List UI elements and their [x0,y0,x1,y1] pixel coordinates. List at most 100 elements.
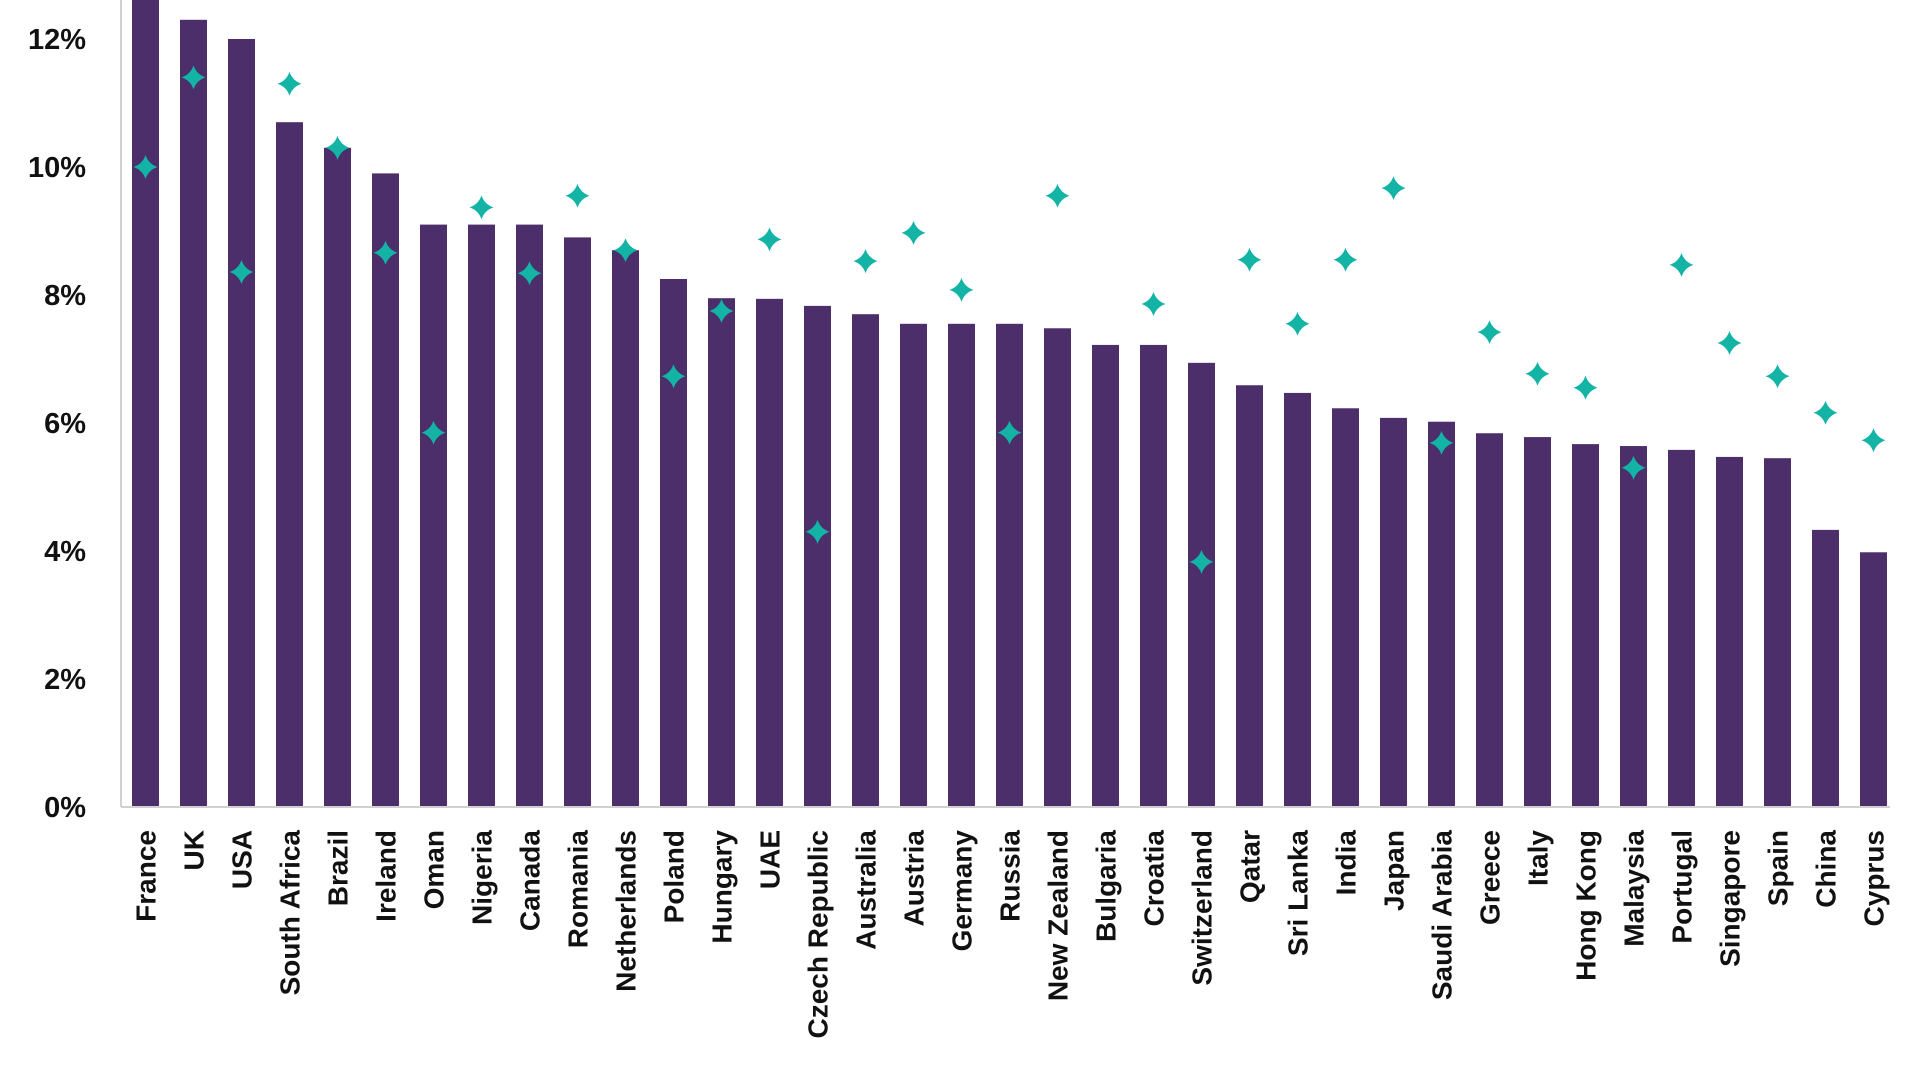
marker-australia [853,249,878,274]
x-tick-label: Germany [947,830,978,952]
bars-series [132,0,1887,808]
x-tick-label: Canada [515,830,546,932]
x-tick-label: Malaysia [1619,830,1650,947]
x-tick-label: France [131,830,162,922]
marker-usa [229,259,254,284]
y-tick-label: 12% [28,24,86,56]
bar-australia [852,314,879,807]
x-tick-label: Ireland [371,830,402,922]
marker-poland [661,364,686,389]
marker-china [1813,400,1838,425]
marker-croatia [1141,291,1166,316]
bar-uae [756,298,783,807]
x-tick-label: Cyprus [1859,830,1890,926]
marker-malaysia [1621,455,1646,480]
marker-greece [1477,320,1502,345]
bar-south-africa [276,122,303,807]
marker-hungary [709,299,734,323]
x-tick-label: Austria [899,830,930,927]
bar-spain [1764,458,1791,807]
x-tick-label: Greece [1475,830,1506,925]
bar-hong-kong [1572,444,1599,807]
bar-saudi-arabia [1428,421,1455,807]
marker-italy [1525,361,1550,386]
markers-series [133,65,1886,574]
bar-china [1812,529,1839,807]
bar-new-zealand [1044,328,1071,807]
marker-uae [757,227,782,252]
marker-brazil [325,135,350,160]
bar-czech-republic [804,305,831,807]
x-tick-label: Sri Lanka [1283,830,1314,956]
bar-russia [996,323,1023,807]
bar-ireland [372,173,399,807]
marker-singapore [1717,331,1742,355]
x-tick-label: New Zealand [1043,830,1074,1001]
bar-canada [516,224,543,808]
bar-qatar [1236,385,1263,807]
y-tick-label: 10% [28,152,86,184]
bar-romania [564,237,591,807]
x-tick-label: Bulgaria [1091,830,1122,942]
bar-hungary [708,298,735,807]
bar-austria [900,323,927,807]
x-axis: France UK USA South Africa Brazil Ireland Oman… [121,806,1890,1038]
bar-nigeria [468,224,495,808]
bar-oman [420,224,447,808]
marker-india [1333,247,1358,272]
x-tick-label: Russia [995,830,1026,922]
bar-usa [228,39,255,807]
x-tick-label: Croatia [1139,830,1170,927]
marker-new-zealand [1045,183,1070,208]
bar-japan [1380,417,1407,807]
marker-saudi-arabia [1429,430,1454,455]
marker-ireland [373,240,398,265]
bar-switzerland [1188,362,1215,807]
x-tick-label: Saudi Arabia [1427,830,1458,1001]
x-tick-label: South Africa [275,830,306,996]
x-tick-label: Italy [1523,830,1554,886]
x-tick-label: Oman [419,830,450,909]
x-tick-label: UAE [755,830,786,889]
marker-hong-kong [1573,375,1598,400]
marker-portugal [1669,252,1694,277]
bar-cyprus [1860,552,1887,807]
bar-bulgaria [1092,344,1119,807]
y-tick-label: 6% [44,408,86,440]
x-tick-label: China [1811,830,1842,908]
marker-netherlands [613,238,638,263]
marker-nigeria [469,195,494,220]
x-tick-label: India [1331,830,1362,896]
bar-netherlands [612,250,639,807]
y-tick-label: 4% [44,536,86,568]
marker-south-africa [277,71,302,96]
bar-portugal [1668,449,1695,807]
y-tick-label: 8% [44,280,86,312]
bar-singapore [1716,456,1743,807]
x-tick-label: Romania [563,830,594,949]
marker-qatar [1237,247,1262,272]
marker-romania [565,183,590,208]
marker-czech-republic [805,519,830,544]
marker-japan [1381,176,1406,201]
x-tick-label: Japan [1379,830,1410,911]
x-tick-label: Czech Republic [803,830,834,1038]
x-tick-label: Spain [1763,830,1794,906]
marker-switzerland [1189,549,1214,574]
x-tick-label: USA [227,830,258,889]
bar-croatia [1140,344,1167,807]
x-tick-label: Singapore [1715,830,1746,967]
y-axis: 0% 2% 4% 6% 8% 10% 12% [28,0,122,824]
y-tick-label: 2% [44,664,86,696]
x-tick-label: Australia [851,830,882,950]
marker-canada [517,261,542,286]
marker-austria [901,220,926,245]
x-tick-label: Nigeria [467,830,498,925]
bar-germany [948,323,975,807]
bar-sri-lanka [1284,392,1311,807]
x-tick-label: Qatar [1235,830,1266,903]
marker-germany [949,277,974,302]
x-tick-label: Hong Kong [1571,830,1602,981]
x-tick-label: Switzerland [1187,830,1218,986]
